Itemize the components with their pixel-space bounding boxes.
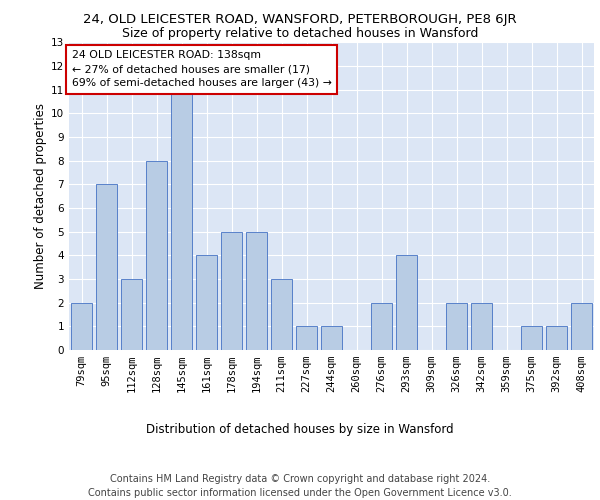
Bar xyxy=(571,302,592,350)
Text: 24, OLD LEICESTER ROAD, WANSFORD, PETERBOROUGH, PE8 6JR: 24, OLD LEICESTER ROAD, WANSFORD, PETERB… xyxy=(83,12,517,26)
Bar xyxy=(246,232,267,350)
Text: Contains HM Land Registry data © Crown copyright and database right 2024.
Contai: Contains HM Land Registry data © Crown c… xyxy=(88,474,512,498)
Bar xyxy=(446,302,467,350)
Y-axis label: Number of detached properties: Number of detached properties xyxy=(34,104,47,289)
Bar xyxy=(221,232,242,350)
Bar xyxy=(396,256,417,350)
Bar xyxy=(371,302,392,350)
Bar xyxy=(321,326,342,350)
Bar xyxy=(146,161,167,350)
Bar xyxy=(471,302,492,350)
Text: Size of property relative to detached houses in Wansford: Size of property relative to detached ho… xyxy=(122,28,478,40)
Bar xyxy=(271,279,292,350)
Bar xyxy=(171,90,192,350)
Bar xyxy=(96,184,117,350)
Text: Distribution of detached houses by size in Wansford: Distribution of detached houses by size … xyxy=(146,422,454,436)
Bar xyxy=(546,326,567,350)
Bar xyxy=(196,256,217,350)
Text: 24 OLD LEICESTER ROAD: 138sqm
← 27% of detached houses are smaller (17)
69% of s: 24 OLD LEICESTER ROAD: 138sqm ← 27% of d… xyxy=(71,50,331,88)
Bar xyxy=(521,326,542,350)
Bar xyxy=(296,326,317,350)
Bar xyxy=(71,302,92,350)
Bar xyxy=(121,279,142,350)
